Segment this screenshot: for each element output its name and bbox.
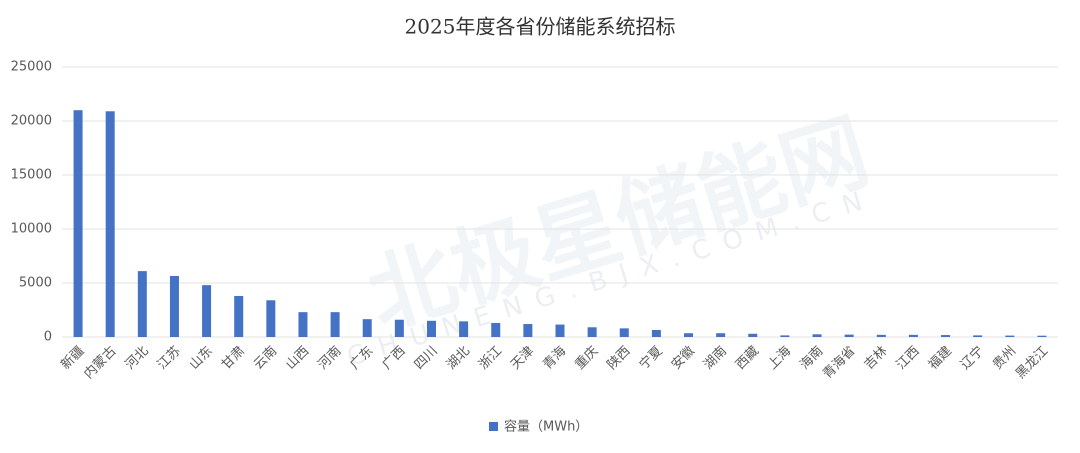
bar [73, 110, 83, 337]
x-tick-label: 湖北 [444, 344, 473, 373]
bar [169, 275, 179, 337]
legend-swatch [489, 422, 498, 431]
chart-title: 2025年度各省份储能系统招标 [405, 15, 676, 39]
y-tick-label: 10000 [11, 222, 52, 237]
x-tick-label: 安徽 [669, 344, 698, 373]
x-tick-label: 山东 [187, 344, 216, 373]
bar [651, 329, 661, 337]
bar [1005, 335, 1015, 337]
bar [266, 300, 276, 337]
bar [812, 334, 822, 337]
x-tick-label: 西藏 [733, 344, 762, 373]
bar [491, 322, 501, 337]
bar [202, 285, 212, 337]
x-tick-label: 海南 [797, 343, 827, 373]
x-tick-label: 江西 [894, 344, 923, 373]
bar [844, 334, 854, 337]
bar [330, 312, 340, 337]
bar [523, 324, 533, 337]
x-tick-label: 浙江 [476, 344, 505, 373]
x-tick-label: 重庆 [572, 343, 602, 373]
x-tick-label: 天津 [508, 344, 537, 373]
bar [780, 335, 790, 337]
bar [555, 324, 565, 337]
bar [298, 312, 308, 337]
x-tick-label: 新疆 [58, 343, 88, 373]
bar [105, 111, 115, 337]
bar [234, 295, 244, 337]
bar [748, 333, 758, 337]
bar [684, 333, 694, 337]
x-tick-label: 福建 [926, 344, 955, 373]
y-tick-label: 0 [44, 330, 52, 345]
legend-label: 容量（MWh） [504, 419, 588, 435]
x-tick-label: 黑龙江 [1013, 344, 1051, 382]
bar [362, 319, 372, 337]
x-tick-label: 甘肃 [219, 344, 248, 373]
x-tick-label: 河南 [315, 343, 345, 373]
x-tick-label: 云南 [250, 343, 280, 373]
x-tick-label: 宁夏 [636, 343, 666, 373]
bar [908, 334, 918, 337]
x-tick-label: 陕西 [605, 344, 634, 373]
x-tick-label: 湖南 [700, 343, 730, 373]
bar [426, 320, 436, 337]
x-tick-label: 辽宁 [957, 343, 987, 373]
y-tick-label: 5000 [19, 276, 52, 291]
y-tick-label: 15000 [11, 168, 52, 183]
bar [973, 335, 983, 337]
y-tick-label: 20000 [11, 114, 52, 129]
y-tick-label: 25000 [11, 60, 52, 75]
bar [716, 333, 726, 337]
x-tick-label: 内蒙古 [81, 343, 120, 382]
bar [619, 328, 629, 337]
x-tick-label: 青海省 [820, 344, 858, 382]
bar [137, 271, 147, 337]
x-tick-label: 河北 [123, 344, 152, 373]
x-tick-label: 吉林 [862, 344, 891, 373]
bar [941, 335, 951, 337]
bar [587, 327, 597, 337]
x-tick-label: 上海 [765, 344, 794, 373]
x-tick-label: 江苏 [154, 343, 184, 373]
bar [459, 321, 469, 337]
bar [394, 319, 404, 337]
bar [1037, 335, 1047, 337]
bar [876, 334, 886, 337]
x-tick-label: 山西 [283, 344, 312, 373]
x-tick-label: 青海 [540, 344, 569, 373]
